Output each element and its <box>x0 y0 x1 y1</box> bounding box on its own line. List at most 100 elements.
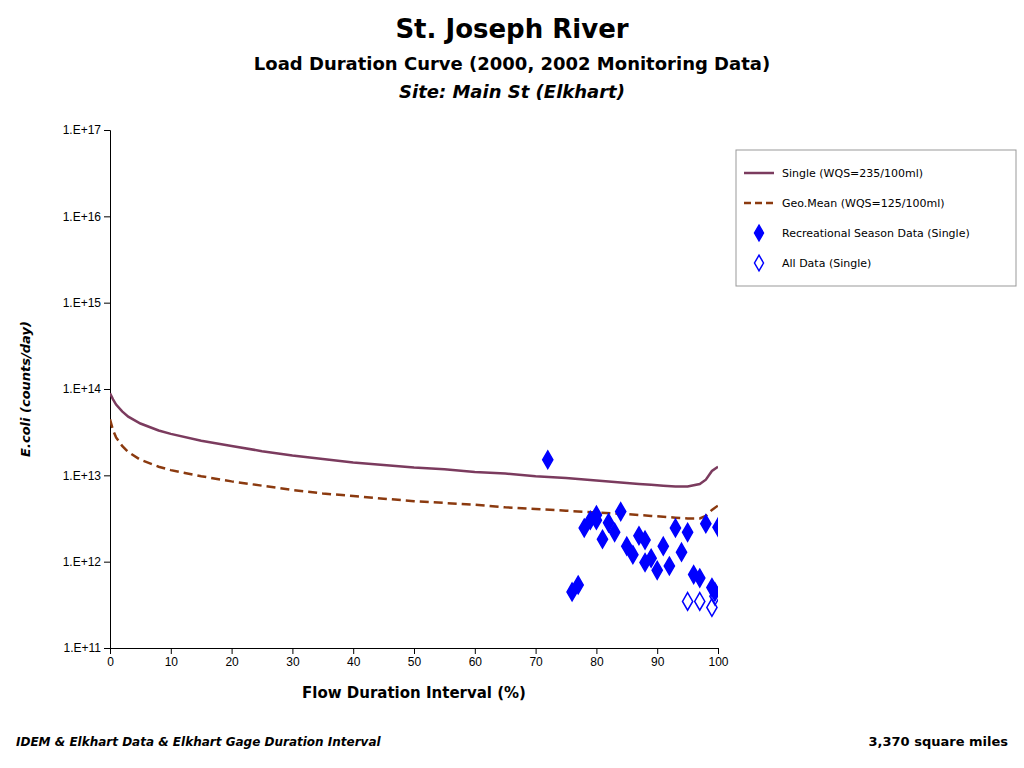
tick-label: 90 <box>651 655 665 669</box>
tick: 40 <box>347 648 361 669</box>
tick-mark <box>171 648 172 654</box>
tick-mark <box>104 130 110 131</box>
legend-item: Single (WQS=235/100ml) <box>744 167 923 180</box>
legend-label: Recreational Season Data (Single) <box>782 227 970 240</box>
scatter-point <box>543 451 553 469</box>
y-axis-title: E.coli (counts/day) <box>18 321 33 457</box>
legend-swatch <box>744 202 774 205</box>
scatter-point <box>683 593 693 611</box>
tick: 70 <box>529 648 543 669</box>
tick: 1.E+11 <box>64 641 110 655</box>
tick-mark <box>536 648 537 654</box>
tick-mark <box>104 216 110 217</box>
tick-label: 1.E+16 <box>63 210 102 224</box>
scatter-point <box>640 531 650 549</box>
subtitle: Site: Main St (Elkhart) <box>399 81 625 102</box>
scatter-point <box>676 543 686 561</box>
marks <box>110 393 718 616</box>
scatter-point <box>683 523 693 541</box>
scatter-point <box>695 593 705 611</box>
legend-item: All Data (Single) <box>755 255 872 271</box>
tick-mark <box>104 303 110 304</box>
scatter-point <box>573 576 583 594</box>
tick-mark <box>292 648 293 654</box>
tick: 60 <box>469 648 483 669</box>
axis-line <box>104 131 111 649</box>
tick: 1.E+17 <box>63 123 110 137</box>
tick-mark <box>353 648 354 654</box>
scatter-point <box>628 546 638 564</box>
tick-label: 1.E+12 <box>63 555 102 569</box>
tick-label: 1.E+14 <box>63 382 102 396</box>
legend-label: Single (WQS=235/100ml) <box>782 167 923 180</box>
tick-label: 1.E+11 <box>64 641 102 655</box>
tick-label: 1.E+15 <box>63 296 102 310</box>
tick-mark <box>414 648 415 654</box>
legend-swatch <box>755 255 764 271</box>
scatter-point <box>695 569 705 587</box>
y-axis: 1.E+11 1.E+12 1.E+13 1.E+14 1.E+15 1.E+16 1.E+… <box>63 123 111 655</box>
scatter-point <box>652 561 662 579</box>
tick-label: 40 <box>347 655 361 669</box>
tick-label: 1.E+17 <box>63 123 102 137</box>
legend-swatch <box>744 172 774 175</box>
tick-mark <box>232 648 233 654</box>
tick-mark <box>475 648 476 654</box>
legend: Single (WQS=235/100ml) Geo.Mean (WQS=125/… <box>736 150 1016 286</box>
scatter-point <box>707 599 717 617</box>
legend-item: Geo.Mean (WQS=125/100ml) <box>744 197 945 210</box>
scatter-point <box>616 503 626 521</box>
title: St. Joseph River <box>395 14 628 44</box>
legend-item: Recreational Season Data (Single) <box>755 225 970 241</box>
tick-mark <box>596 648 597 654</box>
tick-label: 0 <box>107 655 114 669</box>
tick: 80 <box>590 648 604 669</box>
tick-mark <box>657 648 658 654</box>
legend-box <box>736 150 1016 286</box>
chart: St. Joseph River Load Duration Curve (200… <box>0 0 1024 768</box>
series-line <box>110 419 718 518</box>
tick: 1.E+16 <box>63 210 110 224</box>
scatter-point <box>664 557 674 575</box>
tick: 20 <box>225 648 239 669</box>
subtitle: Load Duration Curve (2000, 2002 Monitori… <box>254 53 770 74</box>
tick-label: 10 <box>165 655 179 669</box>
tick-label: 30 <box>286 655 300 669</box>
tick-mark <box>104 389 110 390</box>
scatter-point <box>591 511 601 529</box>
legend-label: All Data (Single) <box>782 257 871 270</box>
scatter-point <box>597 530 607 548</box>
legend-swatch <box>755 225 764 241</box>
tick-label: 50 <box>408 655 422 669</box>
tick: 90 <box>651 648 665 669</box>
x-axis: 0 10 20 30 40 50 60 70 80 90 100 <box>107 648 729 669</box>
tick: 1.E+14 <box>63 382 110 396</box>
tick-mark <box>104 562 110 563</box>
tick: 10 <box>165 648 179 669</box>
tick-label: 80 <box>590 655 604 669</box>
scatter-point <box>658 537 668 555</box>
tick-label: 1.E+13 <box>63 469 102 483</box>
tick-label: 60 <box>469 655 483 669</box>
scatter-point <box>713 518 718 536</box>
tick: 30 <box>286 648 300 669</box>
plot-area: 0 10 20 30 40 50 60 70 80 90 100 1.E+11 1.E+12 1.E+13… <box>63 123 729 668</box>
tick-label: 70 <box>529 655 543 669</box>
series-line <box>110 393 718 486</box>
tick: 1.E+12 <box>63 555 110 569</box>
scatter-point <box>610 523 620 541</box>
tick: 1.E+15 <box>63 296 110 310</box>
legend-label: Geo.Mean (WQS=125/100ml) <box>782 197 945 210</box>
tick: 100 <box>708 648 728 669</box>
scatter-point <box>670 519 680 537</box>
tick-label: 100 <box>708 655 728 669</box>
annotation: IDEM & Elkhart Data & Elkhart Gage Durat… <box>16 735 382 749</box>
tick-label: 20 <box>225 655 239 669</box>
tick: 1.E+13 <box>63 469 110 483</box>
tick-mark <box>718 648 719 654</box>
tick: 50 <box>408 648 422 669</box>
tick: 0 <box>107 648 114 669</box>
x-axis-title: Flow Duration Interval (%) <box>302 684 526 702</box>
scatter-point <box>701 515 711 533</box>
axis-line <box>111 649 719 655</box>
